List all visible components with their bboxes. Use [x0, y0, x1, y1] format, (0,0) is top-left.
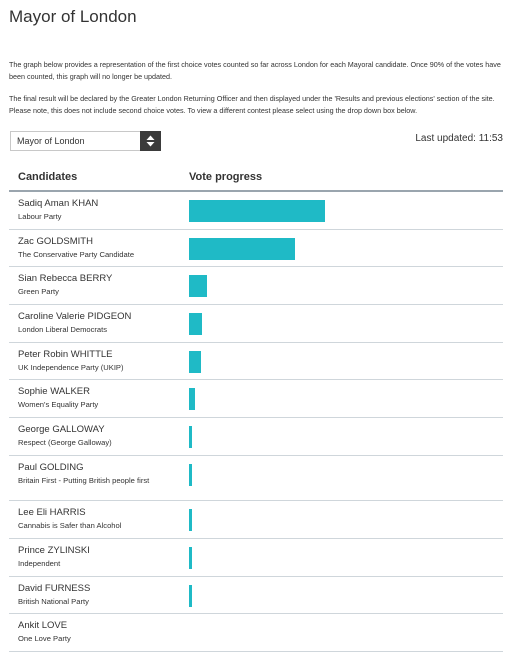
vote-progress-bar [189, 426, 192, 449]
candidate-name: Prince ZYLINSKI [18, 545, 90, 556]
candidate-party: Britain First - Putting British people f… [18, 475, 150, 485]
candidate-party: Respect (George Galloway) [18, 438, 112, 448]
candidate-name: George GALLOWAY [18, 424, 105, 436]
candidate-cell: Lee Eli HARRIS Cannabis is Safer than Alc… [18, 507, 178, 531]
candidate-name: Lee Eli HARRIS [18, 507, 86, 519]
intro-text: The graph below provides a representatio… [9, 59, 505, 116]
table-row: Lee Eli HARRIS Cannabis is Safer than Alc… [9, 501, 503, 539]
vote-progress-bar [189, 275, 207, 298]
vote-progress-bar [189, 200, 325, 222]
vote-progress-bar [189, 584, 192, 607]
candidate-party: UK Independence Party (UKIP) [18, 362, 124, 372]
header-vote-progress: Vote progress [189, 171, 263, 183]
candidate-name: Paul GOLDING [18, 461, 84, 473]
candidate-cell: Ankit LOVE One Love Party [18, 620, 178, 644]
candidate-party: Green Party [18, 287, 59, 297]
candidate-name: Sian Rebecca BERRY [18, 273, 113, 285]
candidate-cell: Prince ZYLINSKI Independent [18, 545, 178, 569]
candidate-party: Labour Party [18, 212, 62, 221]
candidate-name: Sophie WALKER [18, 386, 90, 398]
table-row: Caroline Valerie PIDGEON London Liberal D… [9, 305, 503, 343]
page-title: Mayor of London [9, 7, 137, 26]
candidate-party: British National Party [18, 596, 89, 606]
candidate-cell: Sadiq Aman KHAN Labour Party [18, 198, 178, 222]
vote-progress-bar [189, 509, 192, 532]
candidate-party: The Conservative Party Candidate [18, 249, 135, 259]
select-arrows-icon[interactable] [140, 131, 161, 151]
candidate-name: Caroline Valerie PIDGEON [18, 311, 132, 323]
candidate-cell: Caroline Valerie PIDGEON London Liberal D… [18, 311, 178, 335]
candidate-cell: Sophie WALKER Women's Equality Party [18, 386, 178, 410]
table-row: Peter Robin WHITTLE UK Independence Party… [9, 343, 503, 381]
candidate-name: Ankit LOVE [18, 620, 68, 632]
candidate-party: Independent [18, 559, 61, 568]
candidate-cell: Peter Robin WHITTLE UK Independence Party… [18, 349, 178, 373]
table-row: George GALLOWAY Respect (George Galloway) [9, 418, 503, 456]
table-row: Sophie WALKER Women's Equality Party [9, 380, 503, 419]
contest-select[interactable]: Mayor of London [10, 131, 161, 151]
table-row: David FURNESS British National Party [9, 577, 503, 615]
header-candidates: Candidates [18, 171, 78, 183]
vote-progress-bar [189, 350, 201, 373]
vote-progress-bar [189, 463, 192, 486]
contest-select-value: Mayor of London [17, 136, 85, 146]
candidate-name: Zac GOLDSMITH [18, 235, 93, 247]
candidate-party: Women's Equality Party [18, 400, 99, 410]
table-body: Sadiq Aman KHAN Labour Party Zac GOLDSMITH… [9, 192, 503, 653]
results-table: Candidates Vote progress Sadiq Aman KHAN… [9, 162, 503, 653]
vote-progress-bar [189, 388, 195, 411]
table-row: Ankit LOVE One Love Party [9, 614, 503, 653]
candidate-name: David FURNESS [18, 582, 91, 594]
vote-progress-bar [189, 237, 295, 260]
table-row: Sian Rebecca BERRY Green Party [9, 267, 503, 306]
candidate-party: One Love Party [18, 634, 71, 644]
table-row: Sadiq Aman KHAN Labour Party [9, 192, 503, 230]
candidate-cell: Paul GOLDING Britain First - Putting Brit… [18, 462, 178, 486]
table-row: Prince ZYLINSKI Independent [9, 539, 503, 577]
vote-progress-bar [189, 313, 202, 336]
candidate-cell: Zac GOLDSMITH The Conservative Party Cand… [18, 236, 178, 260]
intro-paragraph-2: The final result will be declared by the… [9, 94, 495, 115]
candidate-party: London Liberal Democrats [18, 325, 108, 335]
candidate-party: Cannabis is Safer than Alcohol [18, 521, 122, 531]
table-row: Zac GOLDSMITH The Conservative Party Cand… [9, 230, 503, 268]
intro-paragraph-1: The graph below provides a representatio… [9, 60, 501, 81]
table-header: Candidates Vote progress [9, 162, 503, 192]
candidate-name: Sadiq Aman KHAN [18, 198, 99, 209]
vote-progress-bar [189, 547, 192, 569]
table-row: Paul GOLDING Britain First - Putting Brit… [9, 456, 503, 502]
last-updated: Last updated: 11:53 [415, 133, 503, 144]
candidate-cell: David FURNESS British National Party [18, 583, 178, 607]
candidate-cell: Sian Rebecca BERRY Green Party [18, 273, 178, 297]
candidate-cell: George GALLOWAY Respect (George Galloway) [18, 424, 178, 448]
candidate-name: Peter Robin WHITTLE [18, 348, 113, 360]
